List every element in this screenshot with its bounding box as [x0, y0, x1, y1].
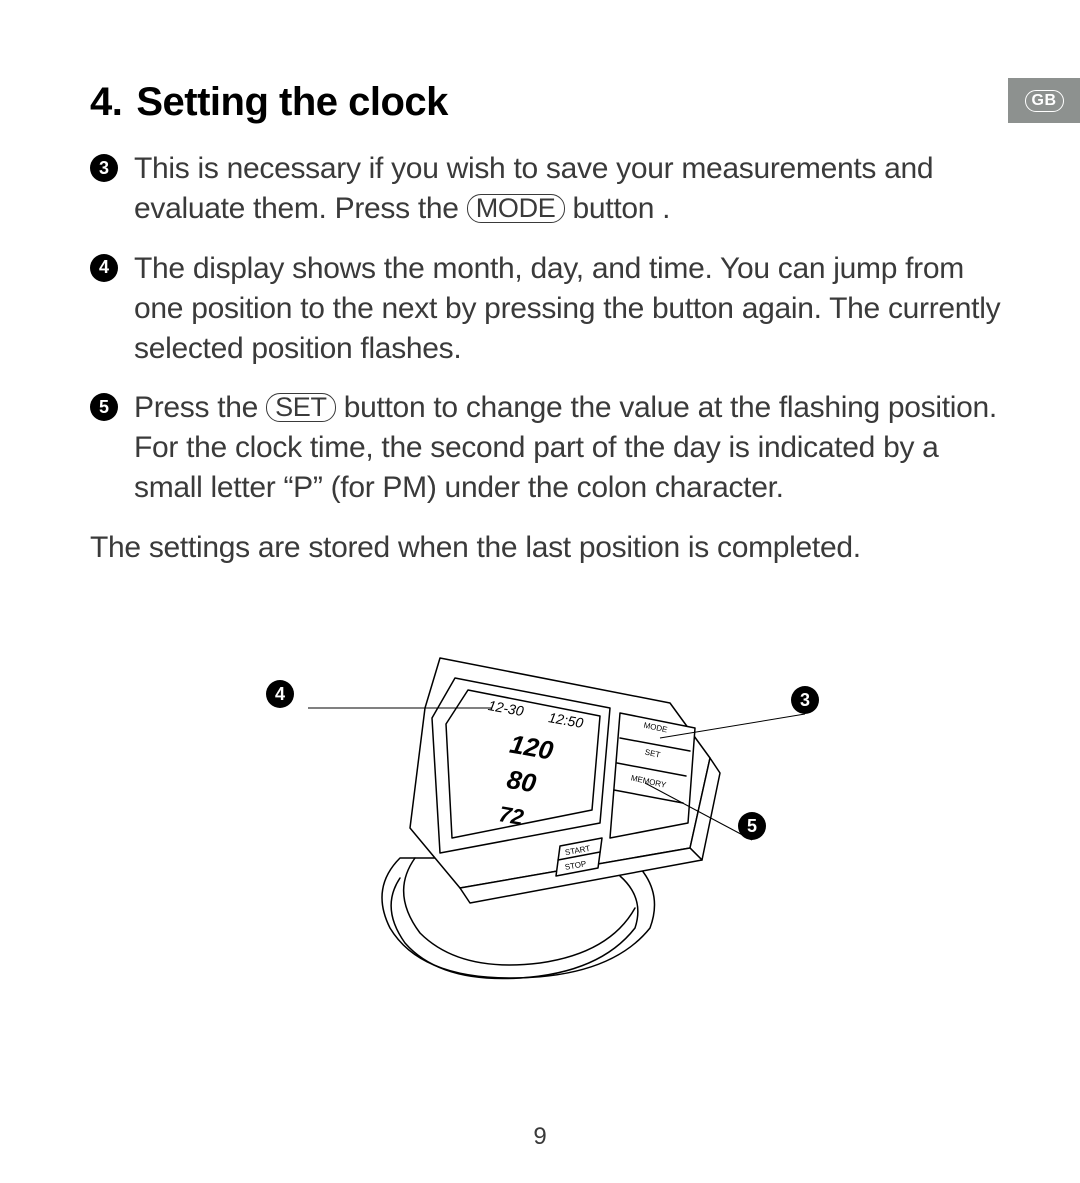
step-text: This is necessary if you wish to save yo… [134, 149, 1010, 229]
mode-button-reference: MODE [467, 194, 565, 223]
step-bullet: 3 [90, 154, 118, 182]
callout-bullet-3: 3 [791, 686, 819, 714]
manual-page: GB 4. Setting the clock 3 This is necessa… [0, 0, 1080, 1183]
step-bullet: 4 [90, 254, 118, 282]
language-badge: GB [1025, 90, 1064, 112]
device-figure: 12-30 12:50 120 80 72 MODE SET MEMORY ST… [90, 628, 1010, 1008]
callout-bullet-4: 4 [266, 680, 294, 708]
step-item: 5 Press the SET button to change the valu… [90, 388, 1010, 508]
closing-text: The settings are stored when the last po… [90, 528, 1010, 568]
callout-bullet-5: 5 [738, 812, 766, 840]
set-button-reference: SET [266, 393, 336, 422]
step-bullet: 5 [90, 393, 118, 421]
language-tab: GB [1008, 78, 1080, 123]
heading-number: 4. [90, 80, 122, 125]
step-item: 3 This is necessary if you wish to save y… [90, 149, 1010, 229]
step-text: Press the SET button to change the value… [134, 388, 1010, 508]
steps-list: 3 This is necessary if you wish to save y… [90, 149, 1010, 508]
section-heading: 4. Setting the clock [90, 80, 1010, 125]
page-number: 9 [0, 1123, 1080, 1151]
display-pulse: 72 [497, 801, 526, 830]
device-illustration: 12-30 12:50 120 80 72 MODE SET MEMORY ST… [90, 628, 1010, 1008]
step-item: 4 The display shows the month, day, and t… [90, 249, 1010, 369]
step-text: The display shows the month, day, and ti… [134, 249, 1010, 369]
heading-title: Setting the clock [136, 80, 448, 125]
display-dia: 80 [505, 764, 539, 799]
